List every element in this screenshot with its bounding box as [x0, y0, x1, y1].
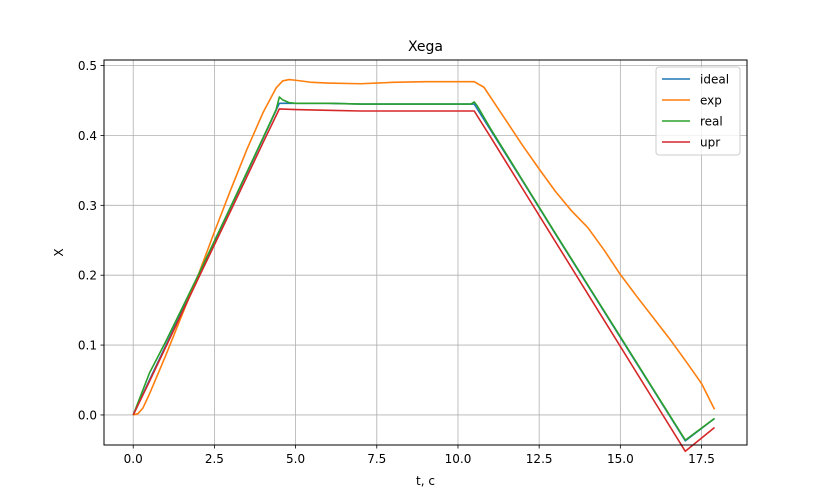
x-tick-label: 5.0 — [286, 452, 305, 466]
legend: ideal exp real upr — [655, 66, 741, 156]
y-tick-label: 0.1 — [78, 339, 97, 353]
y-tick-label: 0.0 — [78, 408, 97, 422]
series-line-real — [132, 96, 716, 441]
x-tick-label: 15.0 — [607, 452, 634, 466]
legend-label-real: real — [700, 115, 723, 129]
x-tick-label: 12.5 — [526, 452, 553, 466]
x-tick-label: 2.5 — [205, 452, 224, 466]
x-tick-label: 17.5 — [688, 452, 715, 466]
y-tick-label: 0.4 — [78, 129, 97, 143]
series-line-upr — [132, 108, 716, 453]
legend-frame — [655, 66, 741, 156]
chart-title: Xega — [408, 39, 443, 55]
plot-frame — [103, 59, 748, 446]
legend-label-ideal: ideal — [700, 73, 729, 87]
y-tick-label: 0.5 — [78, 59, 97, 73]
y-tick-label: 0.3 — [78, 199, 97, 213]
axis-ticks: 0.0 2.5 5.0 7.5 10.0 12.5 15.0 17.5 0.0 0.1 0.2 0.3… — [78, 59, 715, 466]
y-axis-title: X — [52, 248, 66, 256]
y-tick-label: 0.2 — [78, 269, 97, 283]
legend-label-exp: exp — [700, 94, 722, 108]
x-tick-label: 7.5 — [367, 452, 386, 466]
series-lines — [132, 78, 716, 453]
x-tick-label: 0.0 — [124, 452, 143, 466]
legend-label-upr: upr — [700, 136, 720, 150]
x-tick-label: 10.0 — [445, 452, 472, 466]
x-axis-title: t, c — [416, 474, 435, 488]
